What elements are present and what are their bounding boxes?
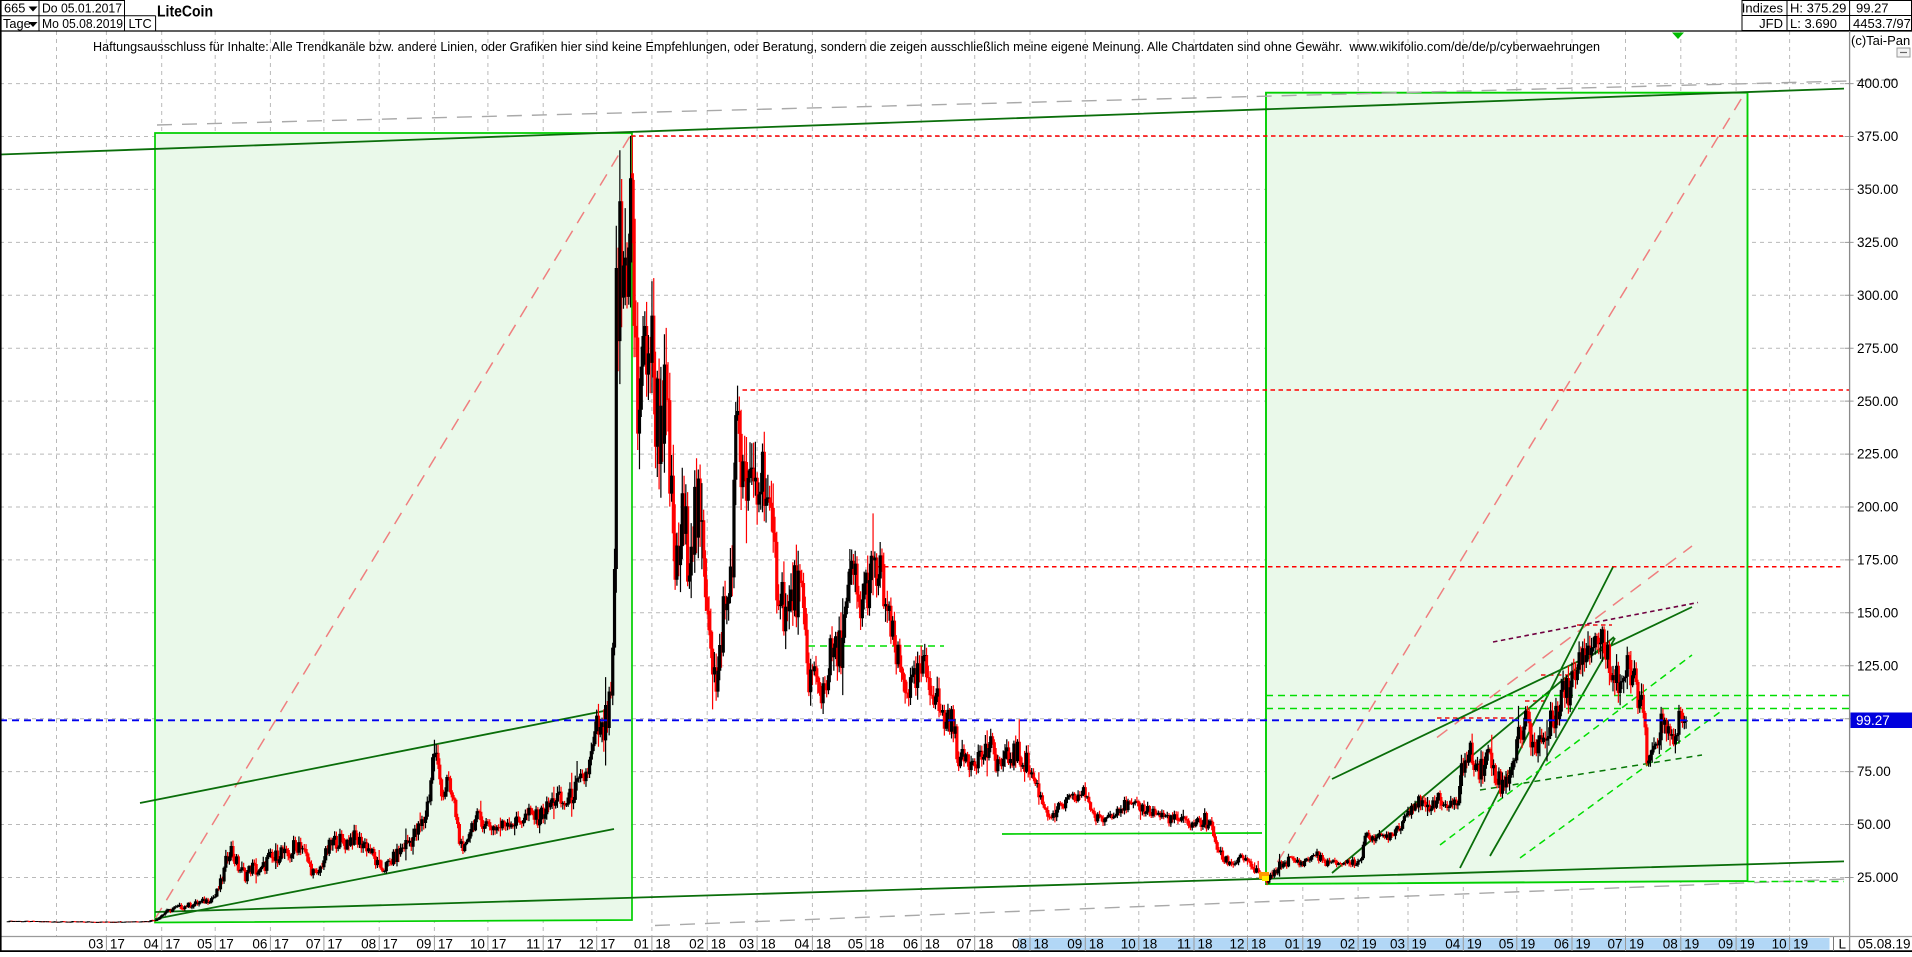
svg-text:17: 17 xyxy=(219,937,234,952)
svg-text:18: 18 xyxy=(869,937,884,952)
svg-text:11: 11 xyxy=(1177,937,1191,952)
svg-text:18: 18 xyxy=(655,937,670,952)
svg-text:02: 02 xyxy=(689,937,704,952)
svg-text:LTC: LTC xyxy=(129,16,152,31)
svg-text:19: 19 xyxy=(1362,937,1377,952)
svg-text:275.00: 275.00 xyxy=(1857,341,1898,356)
svg-text:19: 19 xyxy=(1793,937,1808,952)
svg-text:17: 17 xyxy=(547,937,562,952)
svg-text:09: 09 xyxy=(1067,937,1082,952)
svg-text:05.08.19: 05.08.19 xyxy=(1858,937,1911,952)
svg-text:18: 18 xyxy=(1198,937,1213,952)
svg-text:19: 19 xyxy=(1520,937,1535,952)
svg-text:17: 17 xyxy=(274,937,289,952)
svg-text:4453.7/97.: 4453.7/97. xyxy=(1853,16,1912,31)
svg-text:08: 08 xyxy=(1012,937,1027,952)
svg-text:150.00: 150.00 xyxy=(1857,605,1898,620)
svg-text:Tage: Tage xyxy=(3,16,31,31)
svg-text:Mo 05.08.2019: Mo 05.08.2019 xyxy=(42,16,123,31)
svg-text:09: 09 xyxy=(416,937,431,952)
svg-text:10: 10 xyxy=(470,937,485,952)
svg-text:18: 18 xyxy=(761,937,776,952)
svg-text:LiteCoin: LiteCoin xyxy=(157,4,213,21)
svg-text:01: 01 xyxy=(1285,937,1300,952)
svg-text:06: 06 xyxy=(1554,937,1569,952)
svg-text:05: 05 xyxy=(1499,937,1514,952)
svg-text:19: 19 xyxy=(1306,937,1321,952)
svg-text:17: 17 xyxy=(327,937,342,952)
svg-text:05: 05 xyxy=(197,937,212,952)
svg-text:99.27: 99.27 xyxy=(1856,713,1890,728)
svg-text:06: 06 xyxy=(252,937,267,952)
svg-text:07: 07 xyxy=(306,937,321,952)
svg-text:400.00: 400.00 xyxy=(1857,76,1898,91)
svg-text:08: 08 xyxy=(361,937,376,952)
svg-text:04: 04 xyxy=(1445,937,1461,952)
svg-text:03: 03 xyxy=(1390,937,1405,952)
svg-text:L: L xyxy=(1839,937,1847,952)
svg-text:18: 18 xyxy=(978,937,993,952)
svg-text:Indizes: Indizes xyxy=(1742,1,1784,16)
svg-text:19: 19 xyxy=(1684,937,1699,952)
svg-text:300.00: 300.00 xyxy=(1857,288,1898,303)
svg-text:L: 3.690: L: 3.690 xyxy=(1790,16,1837,31)
svg-text:200.00: 200.00 xyxy=(1857,500,1898,515)
svg-text:Haftungsausschluss für Inhalte: Haftungsausschluss für Inhalte: Alle Tre… xyxy=(93,39,1600,54)
svg-text:04: 04 xyxy=(144,937,160,952)
svg-text:07: 07 xyxy=(957,937,972,952)
svg-text:08: 08 xyxy=(1663,937,1678,952)
svg-text:18: 18 xyxy=(925,937,940,952)
svg-text:02: 02 xyxy=(1340,937,1355,952)
svg-text:(c)Tai-Pan: (c)Tai-Pan xyxy=(1851,33,1910,48)
svg-text:05: 05 xyxy=(848,937,863,952)
svg-text:75.00: 75.00 xyxy=(1857,764,1891,779)
svg-text:18: 18 xyxy=(1251,937,1266,952)
svg-text:350.00: 350.00 xyxy=(1857,182,1898,197)
svg-text:04: 04 xyxy=(794,937,810,952)
svg-text:17: 17 xyxy=(165,937,180,952)
svg-text:09: 09 xyxy=(1718,937,1733,952)
svg-text:18: 18 xyxy=(711,937,726,952)
svg-text:18: 18 xyxy=(1142,937,1157,952)
svg-text:17: 17 xyxy=(110,937,125,952)
svg-text:665: 665 xyxy=(4,1,25,16)
svg-text:12: 12 xyxy=(1229,937,1244,952)
svg-text:19: 19 xyxy=(1740,937,1755,952)
svg-text:18: 18 xyxy=(1034,937,1049,952)
svg-text:175.00: 175.00 xyxy=(1857,553,1898,568)
svg-text:17: 17 xyxy=(438,937,453,952)
svg-text:03: 03 xyxy=(88,937,103,952)
svg-text:325.00: 325.00 xyxy=(1857,235,1898,250)
svg-text:50.00: 50.00 xyxy=(1857,817,1891,832)
svg-text:99.27: 99.27 xyxy=(1856,1,1889,16)
svg-text:10: 10 xyxy=(1772,937,1787,952)
svg-text:H: 375.29: H: 375.29 xyxy=(1790,1,1846,16)
svg-text:03: 03 xyxy=(739,937,754,952)
svg-text:Do 05.01.2017: Do 05.01.2017 xyxy=(42,1,122,16)
svg-text:07: 07 xyxy=(1607,937,1622,952)
svg-text:125.00: 125.00 xyxy=(1857,658,1898,673)
svg-text:250.00: 250.00 xyxy=(1857,394,1898,409)
svg-text:225.00: 225.00 xyxy=(1857,447,1898,462)
svg-text:18: 18 xyxy=(1089,937,1104,952)
svg-text:17: 17 xyxy=(600,937,615,952)
svg-text:06: 06 xyxy=(903,937,918,952)
svg-text:01: 01 xyxy=(634,937,649,952)
svg-text:19: 19 xyxy=(1576,937,1591,952)
svg-text:25.000: 25.000 xyxy=(1857,870,1898,885)
svg-text:12: 12 xyxy=(579,937,594,952)
svg-text:17: 17 xyxy=(383,937,398,952)
svg-text:17: 17 xyxy=(491,937,506,952)
svg-text:19: 19 xyxy=(1412,937,1427,952)
svg-text:10: 10 xyxy=(1121,937,1136,952)
svg-text:375.00: 375.00 xyxy=(1857,129,1898,144)
svg-text:19: 19 xyxy=(1629,937,1644,952)
svg-text:18: 18 xyxy=(816,937,831,952)
svg-text:JFD: JFD xyxy=(1759,16,1783,31)
svg-text:11: 11 xyxy=(526,937,540,952)
svg-text:19: 19 xyxy=(1467,937,1482,952)
